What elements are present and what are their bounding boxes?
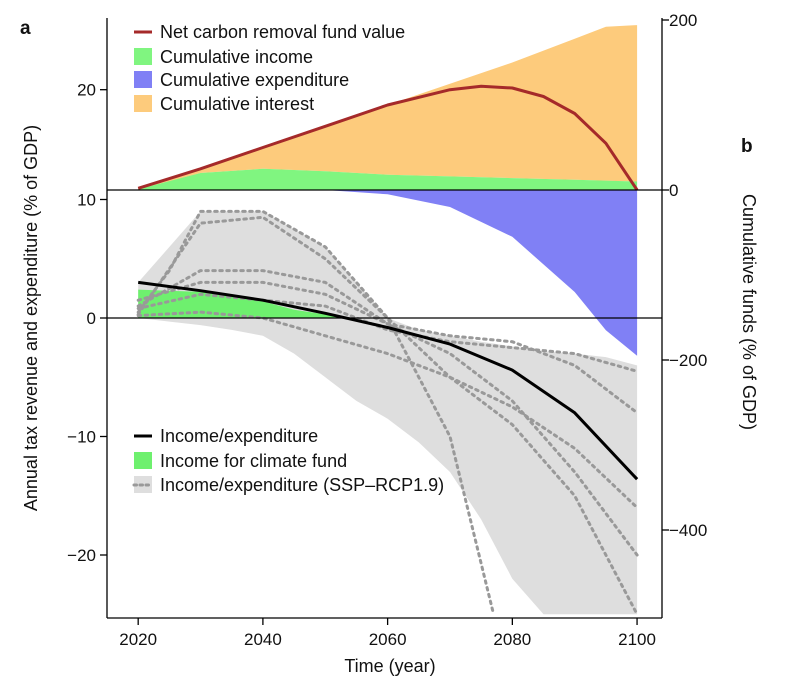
right-y-tick-label-2: 0: [669, 181, 678, 200]
x-axis-title: Time (year): [344, 656, 435, 676]
panel-a-dotted-ssp-rcp1-9-pathway-2: [136, 215, 639, 616]
legend-label-income-expenditure: Income/expenditure: [160, 426, 318, 446]
x-tick-label-2080: 2080: [493, 630, 531, 649]
x-tick-label-2020: 2020: [119, 630, 157, 649]
legend-swatch-cumulative-expenditure: [134, 71, 152, 88]
legend-label-ssp: Income/expenditure (SSP–RCP1.9): [160, 475, 444, 495]
legend-bottom: Income/expenditure Income for climate fu…: [132, 426, 444, 495]
legend-swatch-cumulative-interest: [134, 95, 152, 112]
panel-b-line-net-carbon-removal-fund-value: [137, 84, 639, 191]
left-y-tick-label-0: −20: [67, 546, 96, 565]
legend-swatch-cumulative-income: [134, 48, 152, 65]
legend-label-net-value: Net carbon removal fund value: [160, 22, 405, 42]
right-y-tick-label-3: 200: [669, 11, 697, 30]
panel-a-line-income-expenditure: [138, 280, 639, 481]
left-y-tick-label-2: 0: [87, 309, 96, 328]
panel-a-dotted-ssp-rcp1-9-pathway-6: [136, 310, 639, 510]
right-y-tick-label-1: −200: [669, 351, 707, 370]
panel-b-area-cumulative-income: [138, 168, 638, 190]
legend-swatch-income-climate-fund: [134, 452, 152, 469]
panel-a-dotted-ssp-rcp1-9-pathway-4: [136, 280, 639, 415]
legend-label-cumulative-interest: Cumulative interest: [160, 94, 314, 114]
left-y-tick-label-upper: 20: [77, 81, 96, 100]
left-axis-title: Annual tax revenue and expenditure (% of…: [21, 125, 41, 511]
line-layer: [136, 84, 639, 616]
x-tick-label-2100: 2100: [618, 630, 656, 649]
legend-label-income-climate-fund: Income for climate fund: [160, 451, 347, 471]
panel-b-area-cumulative-expenditure: [325, 190, 638, 356]
panel-a-dotted-ssp-rcp1-9-pathway-5: [136, 292, 639, 373]
left-y-tick-label-1: −10: [67, 428, 96, 447]
x-tick-label-2040: 2040: [244, 630, 282, 649]
panel-b-letter: b: [741, 136, 753, 157]
left-y-tick-label-3: 10: [77, 191, 96, 210]
panel-a-letter: a: [20, 18, 31, 39]
legend-label-cumulative-expenditure: Cumulative expenditure: [160, 70, 349, 90]
tick-layer: 2020 2040 2060 2080 2100 −20 −10 0 10 20 −400 −200 0…: [67, 11, 707, 649]
x-tick-label-2060: 2060: [369, 630, 407, 649]
legend-top: Net carbon removal fund value Cumulative…: [134, 22, 405, 114]
right-y-tick-label-0: −400: [669, 521, 707, 540]
legend-label-cumulative-income: Cumulative income: [160, 47, 313, 67]
right-axis-title: Cumulative funds (% of GDP): [739, 194, 759, 430]
